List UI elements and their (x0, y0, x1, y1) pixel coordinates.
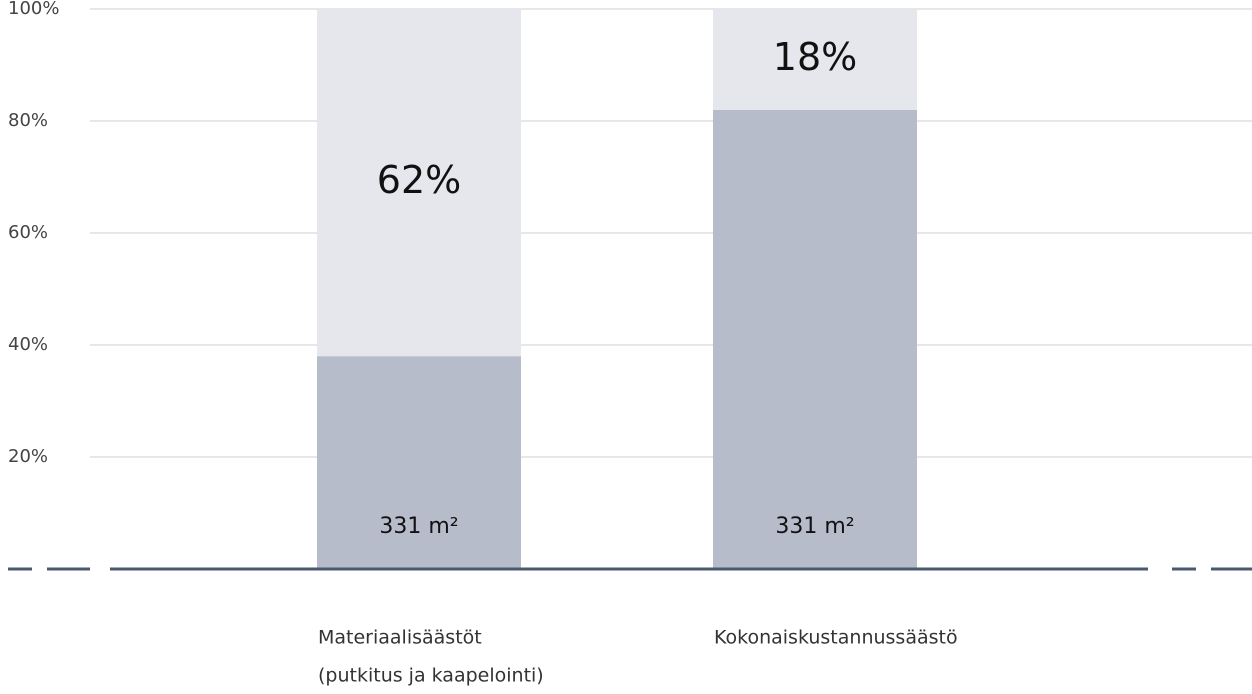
bar-label: 331 m² (775, 514, 854, 539)
bar-segment (317, 356, 521, 569)
value-label: 62% (377, 158, 461, 202)
x-tick-label: (putkitus ja kaapelointi) (318, 665, 544, 687)
y-tick-label: 80% (8, 110, 48, 131)
x-tick-label: Kokonaiskustannussäästö (714, 627, 958, 649)
bar-label: 331 m² (379, 514, 458, 539)
y-tick-label: 40% (8, 334, 48, 355)
y-tick-label: 60% (8, 222, 48, 243)
value-label: 18% (773, 35, 857, 79)
y-tick-label: 20% (8, 446, 48, 467)
bar-segment (713, 109, 917, 570)
x-tick-label: Materiaalisäästöt (318, 627, 482, 649)
bar-segment (713, 9, 917, 110)
y-tick-label: 100% (8, 0, 59, 19)
bar-segment (317, 9, 521, 357)
bars: 62% 331 m² Materiaalisäästöt (putkitus ja k… (317, 9, 958, 687)
grid: 20% 40% 60% 80% 100% (8, 0, 1252, 467)
